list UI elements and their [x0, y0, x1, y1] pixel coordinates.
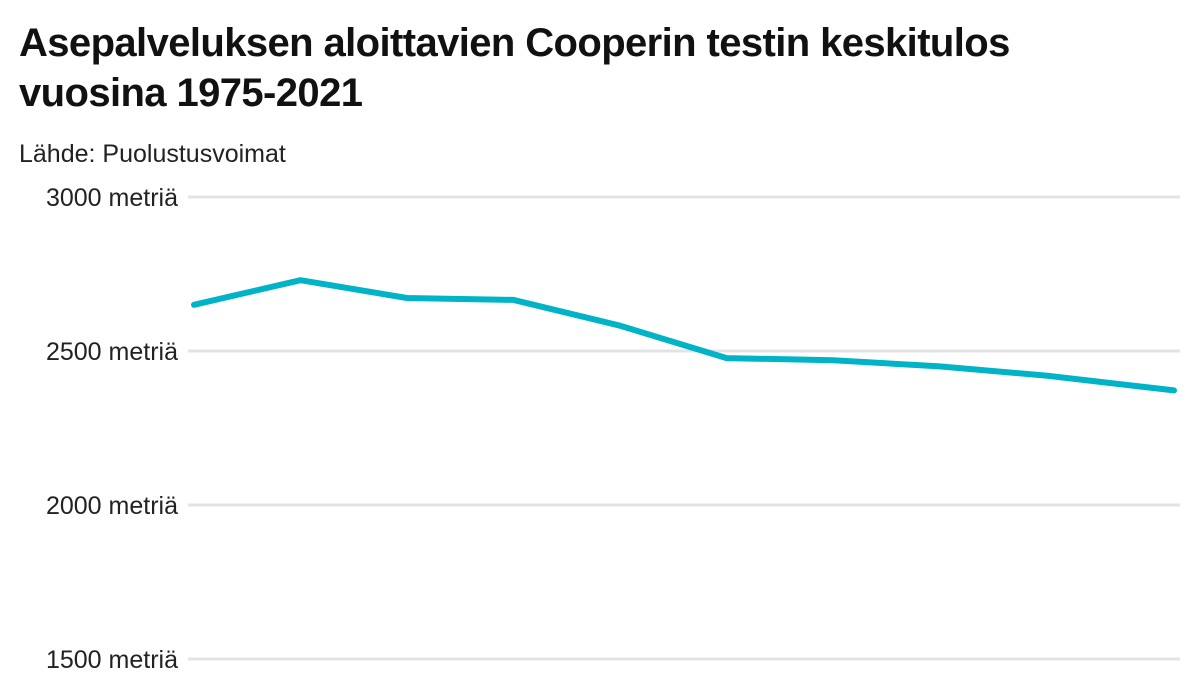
y-tick-label: 2500 metriä — [46, 338, 178, 366]
gridlines — [188, 195, 1180, 661]
chart-title: Asepalveluksen aloittavien Cooperin test… — [19, 21, 1010, 115]
y-tick-labels: 3000 metriä 2500 metriä 2000 metriä 1500 me… — [46, 184, 178, 674]
y-tick-label: 2000 metriä — [46, 492, 178, 520]
series-line — [191, 277, 1177, 394]
y-tick-label: 3000 metriä — [46, 184, 178, 212]
y-tick-label: 1500 metriä — [46, 646, 178, 674]
series-lines — [191, 277, 1177, 394]
chart-source: Lähde: Puolustusvoimat — [19, 140, 286, 168]
